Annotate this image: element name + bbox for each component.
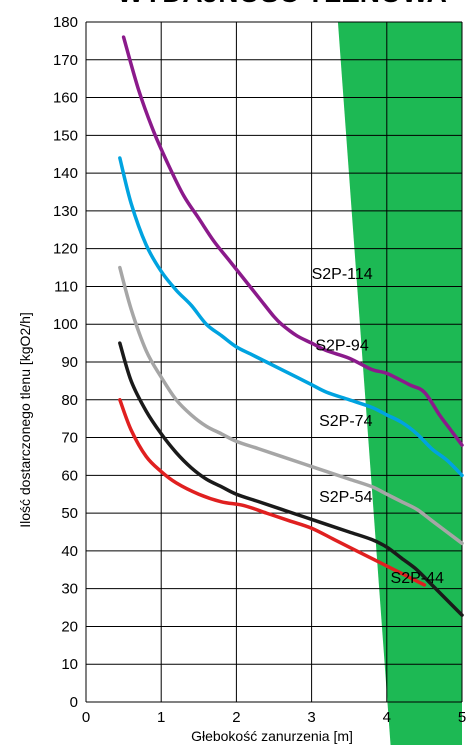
y-tick-label: 90 <box>61 354 78 371</box>
y-tick-label: 0 <box>70 694 78 711</box>
x-tick-label: 1 <box>157 709 165 726</box>
y-tick-label: 70 <box>61 430 78 447</box>
shaded-region <box>337 22 462 745</box>
y-tick-label: 100 <box>53 316 78 333</box>
series-label: S2P-94 <box>315 338 368 355</box>
y-tick-label: 40 <box>61 543 78 560</box>
y-axis-title: Ilość dostarczonego tlenu [kgO2/h] <box>17 312 33 528</box>
y-tick-label: 10 <box>61 656 78 673</box>
y-tick-label: 150 <box>53 127 78 144</box>
y-tick-label: 180 <box>53 14 78 31</box>
y-tick-label: 60 <box>61 467 78 484</box>
series-label: S2P-54 <box>319 489 372 506</box>
chart-title: WYDAJNOŚĆ TLENOWA <box>117 0 447 8</box>
y-tick-label: 120 <box>53 241 78 258</box>
y-tick-label: 130 <box>53 203 78 220</box>
x-tick-label: 4 <box>383 709 391 726</box>
x-tick-label: 0 <box>82 709 90 726</box>
y-tick-label: 50 <box>61 505 78 522</box>
series-label: S2P-74 <box>319 413 372 430</box>
y-tick-label: 80 <box>61 392 78 409</box>
x-tick-label: 2 <box>232 709 240 726</box>
y-tick-label: 110 <box>54 278 78 295</box>
y-tick-label: 160 <box>53 90 78 107</box>
x-axis-title: Głebokość zanurzenia [m] <box>191 728 353 744</box>
x-tick-label: 5 <box>458 709 466 726</box>
series-line-s2p-74 <box>118 265 464 546</box>
series-line-s2p-94 <box>118 156 464 478</box>
y-tick-label: 30 <box>61 581 78 598</box>
series-line-s2p-114 <box>121 35 464 447</box>
x-tick-label: 3 <box>307 709 315 726</box>
plot-area: 0102030405060708090100110120130140150160… <box>53 14 466 745</box>
series-line-s2p-44 <box>118 398 427 587</box>
series-label: S2P-44 <box>391 570 444 587</box>
y-tick-label: 20 <box>61 618 78 635</box>
y-tick-label: 170 <box>53 52 78 69</box>
series-line-s2p-54 <box>118 341 464 617</box>
series-label: S2P-114 <box>312 266 373 283</box>
y-tick-label: 140 <box>53 165 78 182</box>
